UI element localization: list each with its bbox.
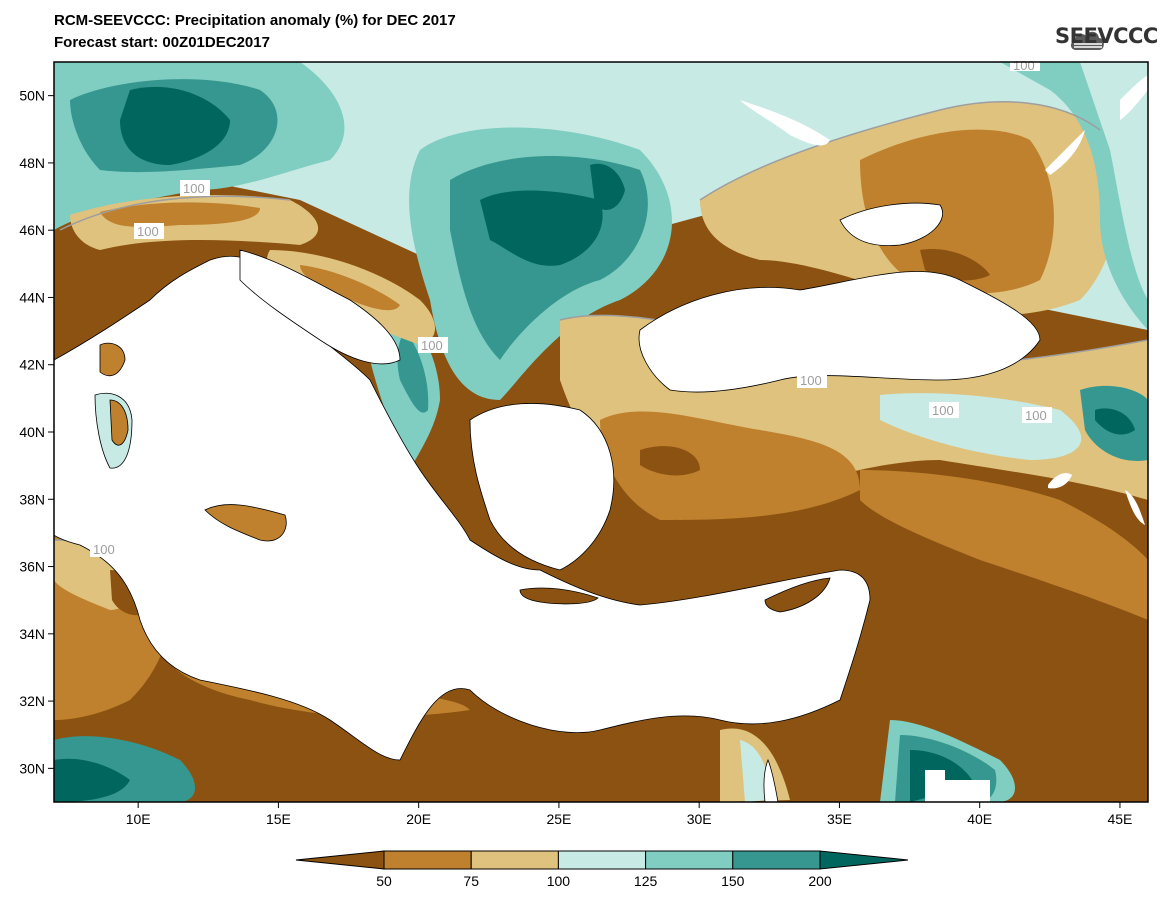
colorbar-segment bbox=[557, 850, 647, 870]
lat-tick-label: 34N bbox=[19, 626, 45, 642]
lat-tick-label: 48N bbox=[19, 155, 45, 171]
contour-label-100: 100 bbox=[1025, 408, 1047, 423]
lon-tick-label: 30E bbox=[687, 811, 712, 827]
lon-tick-label: 45E bbox=[1107, 811, 1132, 827]
logo-text: SEEVCCC bbox=[1055, 24, 1158, 48]
contour-label-100: 100 bbox=[1013, 58, 1035, 73]
colorbar-segment bbox=[383, 850, 472, 870]
forecast-start-label: Forecast start: 00Z01DEC2017 bbox=[54, 34, 270, 51]
lon-tick-label: 40E bbox=[967, 811, 992, 827]
contour-label-100: 100 bbox=[932, 403, 954, 418]
lon-tick-label: 25E bbox=[546, 811, 571, 827]
colorbar-label: 200 bbox=[808, 873, 832, 889]
colorbar-segment bbox=[470, 850, 559, 870]
lat-tick-label: 42N bbox=[19, 357, 45, 373]
contour-label-100: 100 bbox=[137, 224, 159, 239]
colorbar-segment bbox=[295, 850, 385, 870]
colorbar-label: 50 bbox=[376, 873, 392, 889]
contour-label-100: 100 bbox=[800, 373, 822, 388]
islands bbox=[94, 342, 831, 613]
sea-mask bbox=[54, 202, 1041, 802]
colorbar-label: 75 bbox=[463, 873, 479, 889]
contour-label-100: 100 bbox=[421, 338, 443, 353]
lat-tick-label: 40N bbox=[19, 424, 45, 440]
cloud-icon bbox=[1070, 31, 1104, 50]
lon-tick-label: 20E bbox=[406, 811, 431, 827]
lat-tick-label: 32N bbox=[19, 693, 45, 709]
missing-data-patches bbox=[740, 75, 1148, 802]
colorbar-label: 100 bbox=[547, 873, 571, 889]
colorbar: 50 75 100 125 150 200 bbox=[295, 850, 909, 889]
longitude-axis: 10E 15E 20E 25E 30E 35E 40E 45E bbox=[126, 802, 1132, 827]
colorbar-segment bbox=[819, 850, 909, 870]
lat-tick-label: 38N bbox=[19, 491, 45, 507]
anomaly-field bbox=[54, 62, 1148, 802]
contour-label-100: 100 bbox=[93, 542, 115, 557]
latitude-axis: 50N 48N 46N 44N 42N 40N 38N 36N 34N 32N 30N bbox=[19, 88, 54, 776]
lat-tick-label: 36N bbox=[19, 559, 45, 575]
lat-tick-label: 50N bbox=[19, 88, 45, 104]
lat-tick-label: 30N bbox=[19, 760, 45, 776]
lon-tick-label: 10E bbox=[126, 811, 151, 827]
lon-tick-label: 35E bbox=[827, 811, 852, 827]
colorbar-label: 125 bbox=[634, 873, 658, 889]
colorbar-segment bbox=[645, 850, 734, 870]
contour-label-100: 100 bbox=[183, 181, 205, 196]
map-title: RCM-SEEVCCC: Precipitation anomaly (%) f… bbox=[54, 12, 456, 29]
lat-tick-label: 44N bbox=[19, 289, 45, 305]
colorbar-segment bbox=[732, 850, 821, 870]
colorbar-label: 150 bbox=[721, 873, 745, 889]
lat-tick-label: 46N bbox=[19, 222, 45, 238]
lon-tick-label: 15E bbox=[266, 811, 291, 827]
contour-labels: 100 100 100 100 100 100 100 100 bbox=[90, 58, 1052, 557]
